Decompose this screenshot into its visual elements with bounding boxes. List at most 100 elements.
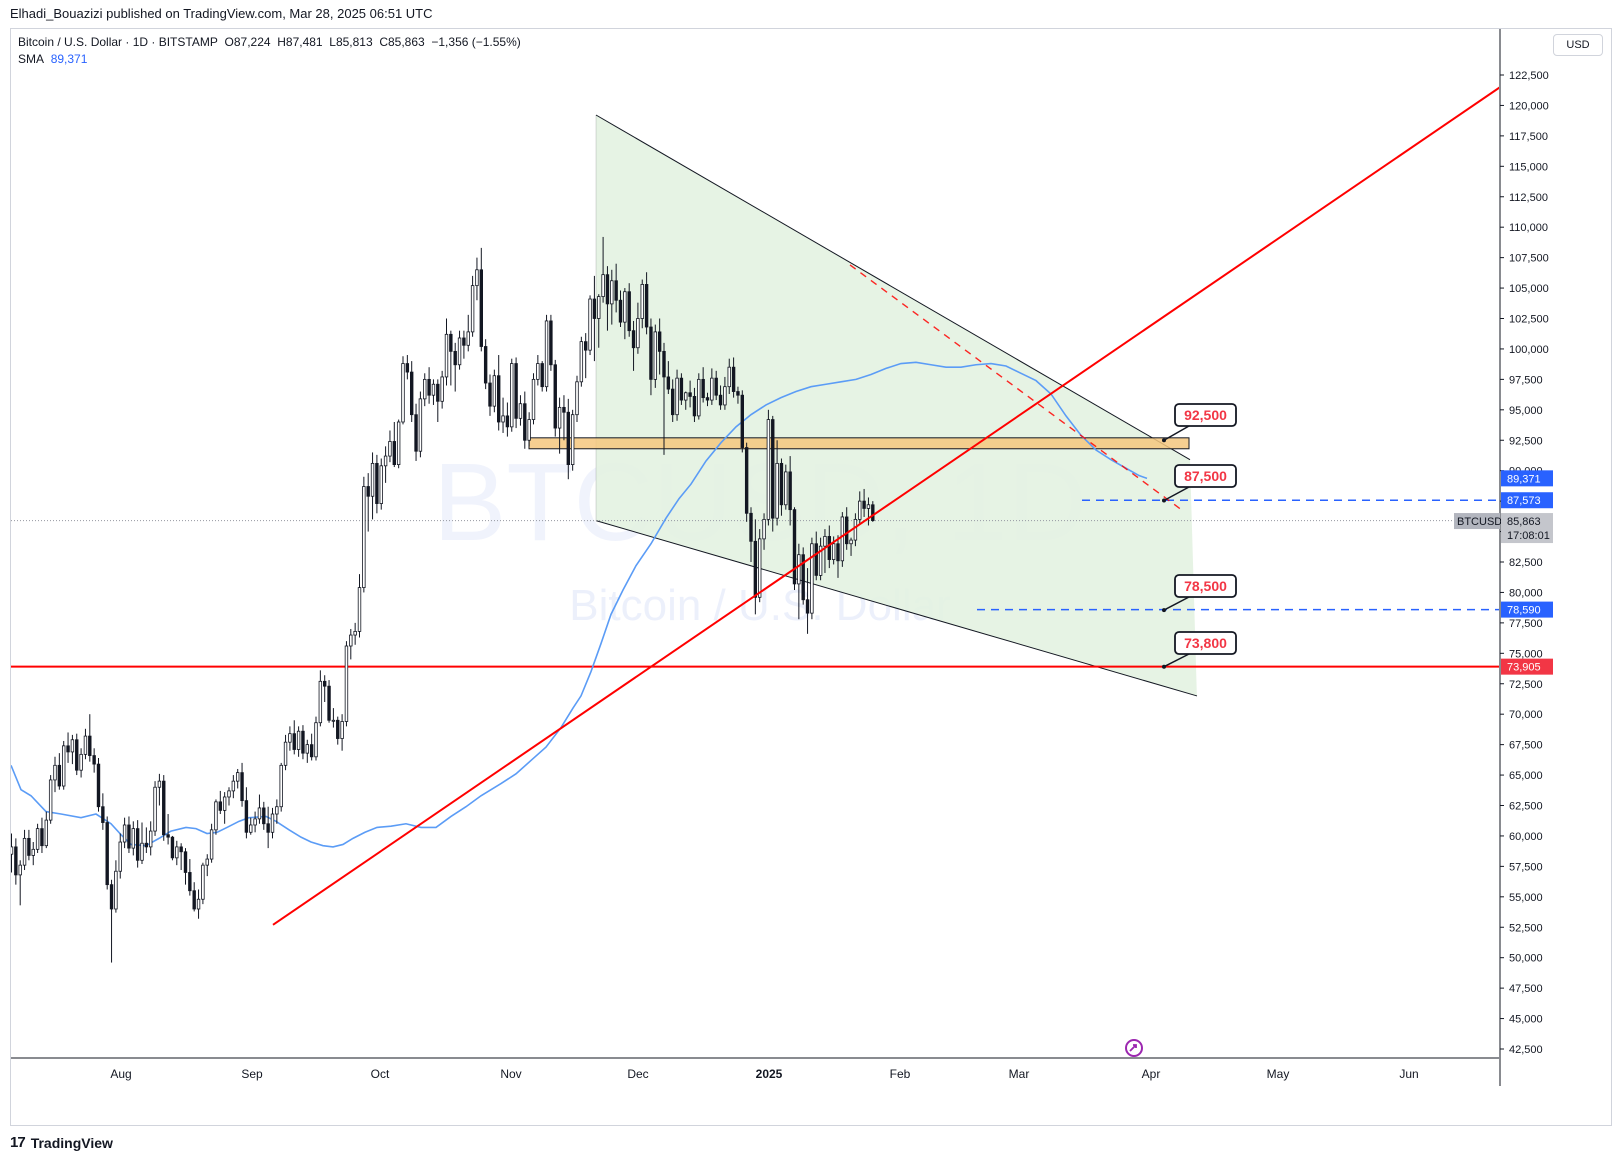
candle[interactable] [257,794,262,824]
legend-sma-label[interactable]: SMA [18,52,45,66]
candle[interactable] [718,385,723,410]
candle[interactable] [318,670,323,727]
candle[interactable] [179,843,183,871]
descending-dashed-line[interactable] [849,264,1184,512]
candle[interactable] [92,748,96,773]
candle[interactable] [409,361,414,422]
candle[interactable] [610,269,614,325]
candle[interactable] [388,430,392,463]
candle[interactable] [222,792,227,824]
candle[interactable] [109,879,114,963]
candle[interactable] [296,726,301,757]
candle[interactable] [488,374,492,416]
candle[interactable] [827,525,831,569]
candle[interactable] [788,456,792,526]
candle[interactable] [353,622,357,645]
candle[interactable] [840,512,845,567]
candle[interactable] [462,330,466,359]
candle[interactable] [749,507,753,562]
candle[interactable] [405,355,410,380]
candle[interactable] [640,279,644,329]
candle[interactable] [148,821,153,856]
candle[interactable] [292,720,296,755]
candle[interactable] [57,753,62,790]
candle[interactable] [714,370,718,401]
level-callout[interactable]: 78,500 [1162,574,1237,613]
candle[interactable] [366,473,370,532]
candle[interactable] [531,373,536,425]
candle[interactable] [135,820,140,868]
candle[interactable] [644,272,649,335]
candle[interactable] [96,758,101,812]
candle[interactable] [10,833,14,873]
candle[interactable] [601,236,605,303]
candle[interactable] [440,370,444,409]
candle[interactable] [336,716,340,745]
candle[interactable] [466,314,470,352]
candle[interactable] [305,739,309,763]
candle[interactable] [14,838,18,885]
candle[interactable] [157,773,162,806]
currency-button[interactable]: USD [1553,34,1603,56]
candle[interactable] [592,275,597,362]
candle[interactable] [362,476,366,593]
candle[interactable] [653,324,657,388]
candle[interactable] [375,454,379,514]
candle[interactable] [153,781,157,836]
candle[interactable] [479,247,483,352]
candle[interactable] [118,833,122,879]
candle[interactable] [871,501,875,522]
candle[interactable] [431,379,436,405]
candle[interactable] [662,342,666,455]
candle[interactable] [31,842,35,866]
candle[interactable] [666,361,671,394]
candle[interactable] [401,356,405,425]
candle[interactable] [35,823,40,853]
candle[interactable] [762,513,766,550]
candle[interactable] [636,302,640,354]
price-axis[interactable]: 122,500 120,000 117,500 115,000 112,500 110,0… [1499,29,1549,1086]
candle[interactable] [349,628,353,660]
candle[interactable] [75,733,79,776]
candle[interactable] [449,330,453,386]
candle[interactable] [523,391,527,449]
candle[interactable] [736,386,740,404]
tradingview-brand[interactable]: 17 TradingView [10,1134,113,1151]
candle[interactable] [62,740,66,790]
candle[interactable] [240,762,244,807]
candle[interactable] [518,395,523,426]
candle[interactable] [327,680,331,723]
candle[interactable] [457,330,462,370]
candle[interactable] [540,361,544,392]
candle[interactable] [549,314,553,371]
candle[interactable] [70,734,75,765]
candle[interactable] [322,675,327,703]
candle[interactable] [209,823,214,863]
candle[interactable] [584,333,588,379]
candle[interactable] [201,862,205,905]
candle[interactable] [262,801,266,830]
candle[interactable] [797,543,801,620]
candle[interactable] [779,458,784,516]
candle[interactable] [392,421,396,468]
candle[interactable] [792,507,797,591]
candle[interactable] [214,799,218,835]
candle[interactable] [501,397,505,433]
candle[interactable] [614,263,618,313]
candle[interactable] [283,734,288,771]
candle[interactable] [48,775,53,824]
candle[interactable] [144,827,149,853]
candle[interactable] [344,641,349,727]
candle[interactable] [514,357,518,429]
candle[interactable] [845,507,849,550]
candle[interactable] [40,817,44,853]
candle[interactable] [684,391,688,410]
candle[interactable] [727,358,731,394]
candle[interactable] [279,762,283,812]
candle[interactable] [175,840,179,866]
candle[interactable] [688,380,692,408]
candle[interactable] [114,860,118,913]
candle[interactable] [675,369,679,421]
candle[interactable] [771,415,775,532]
candle[interactable] [536,355,540,386]
